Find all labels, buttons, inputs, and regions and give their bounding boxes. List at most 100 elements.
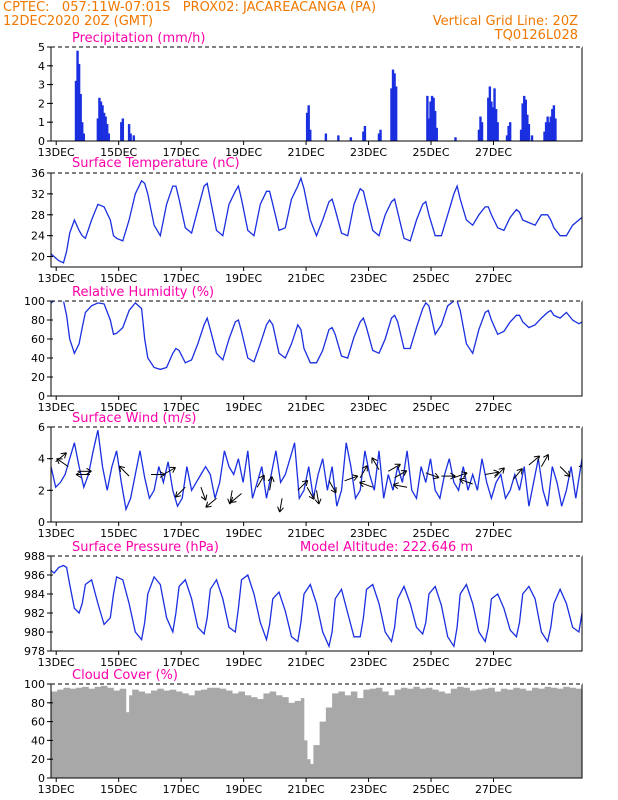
cloud-bar (138, 691, 146, 778)
wind-arrow-shaft (494, 467, 505, 479)
wind-arrow-shaft (297, 480, 309, 491)
wind-arrow (200, 487, 208, 501)
cloud-bar (310, 763, 314, 778)
cloud-bar (469, 690, 477, 778)
x-tick-label: 17DEC (163, 527, 200, 540)
precip-bar (544, 122, 548, 141)
precip-bar (132, 135, 135, 141)
precip-bar (527, 124, 531, 141)
wind-arrow (453, 471, 468, 479)
precip-bar (554, 118, 557, 141)
cloud-bar (369, 688, 377, 778)
precip-bar (543, 131, 546, 141)
wind-arrow (56, 458, 69, 468)
wind-arrow-head (359, 480, 366, 488)
x-tick-label: 15DEC (100, 783, 137, 796)
precip-bar (519, 129, 523, 141)
cloud-bar (400, 687, 408, 778)
wind-arrow-head (433, 472, 440, 480)
cloud-bar (363, 689, 370, 778)
wind-arrow (494, 467, 505, 479)
wind-arrow-head (498, 467, 505, 474)
x-tick-label: 19DEC (225, 783, 262, 796)
cloud-bar (69, 688, 77, 778)
x-tick-label: 25DEC (412, 656, 449, 669)
precip-bar (524, 99, 527, 141)
x-tick-label: 23DEC (350, 401, 387, 414)
y-tick-label: 20 (31, 753, 45, 766)
plot-area (51, 685, 582, 778)
y-tick-label: 4 (38, 453, 45, 466)
wind-arrow-head (330, 487, 337, 494)
x-tick-label: 27DEC (475, 146, 512, 159)
y-tick-label: 36 (31, 167, 45, 180)
cloud-bar (494, 691, 502, 778)
panel-frame (50, 426, 583, 523)
cloud-bar (488, 687, 495, 778)
cloud-bar (482, 688, 489, 778)
cloud-bar (244, 695, 252, 778)
cloud-bar (188, 695, 195, 778)
cloud-bar (444, 693, 452, 778)
cloud-bar (113, 690, 121, 778)
wind-arrow (441, 472, 456, 480)
wind-arrow-shaft (328, 480, 337, 494)
cloud-bar (475, 689, 483, 778)
precip-bar (530, 135, 534, 141)
cloud-bar (157, 688, 164, 778)
y-tick-label: 978 (24, 645, 45, 658)
wind-arrow-head (277, 506, 284, 513)
wind-arrow-head (392, 482, 399, 489)
wind-arrow (297, 479, 309, 491)
wind-arrow (205, 497, 217, 508)
cloud-bar (82, 686, 89, 778)
panel-title: Relative Humidity (%) (72, 285, 214, 300)
precip-bar (426, 95, 429, 141)
cloud-bar (200, 689, 208, 778)
wind-arrow (528, 455, 541, 466)
wind-arrow (392, 482, 408, 489)
y-tick-label: 60 (31, 333, 45, 346)
precip-bar (337, 135, 340, 141)
cloud-bar (51, 691, 58, 778)
cloud-bar (213, 687, 220, 778)
cloud-bar (75, 687, 83, 778)
wind-arrow-shaft (485, 471, 500, 475)
wind-arrow (388, 463, 401, 472)
wind-arrow (394, 470, 408, 479)
precip-bar (552, 105, 556, 141)
cloud-bar (294, 700, 302, 778)
cloud-bar (238, 691, 245, 778)
wind-arrow-head (86, 467, 92, 475)
panel-5: Cloud Cover (%) 0 20 40 60 80 100 13DEC 15DEC 17D… (24, 668, 583, 796)
wind-arrow (344, 474, 359, 482)
y-tick-label: 5 (38, 41, 45, 54)
cloud-bar (507, 689, 514, 778)
x-tick-label: 15DEC (100, 656, 137, 669)
x-tick-label: 13DEC (38, 656, 75, 669)
precip-bar (324, 133, 328, 141)
precip-bar (480, 122, 484, 141)
wind-arrow-head (361, 465, 368, 472)
wind-arrow (512, 468, 523, 480)
cloud-bar (457, 686, 464, 778)
wind-arrow (77, 467, 92, 475)
wind-arrow-head (516, 468, 523, 475)
wind-arrow (485, 469, 500, 477)
precip-bar (107, 133, 110, 141)
wind-arrow (75, 471, 90, 478)
precip-bar (82, 133, 85, 141)
wind-arrow-shaft (578, 461, 582, 468)
precip-bar (496, 122, 499, 141)
y-tick-label: 4 (38, 60, 45, 73)
wind-arrow-shaft (230, 493, 242, 503)
x-tick-label: 27DEC (475, 272, 512, 285)
wind-arrow-head (371, 457, 378, 464)
cloud-bar (275, 695, 283, 778)
y-tick-label: 100 (24, 295, 45, 308)
panel-title: Surface Wind (m/s) (72, 411, 196, 426)
wind-arrow (174, 486, 186, 498)
wind-arrow (425, 472, 440, 480)
x-tick-label: 17DEC (163, 783, 200, 796)
panel-title: Cloud Cover (%) (72, 668, 178, 683)
